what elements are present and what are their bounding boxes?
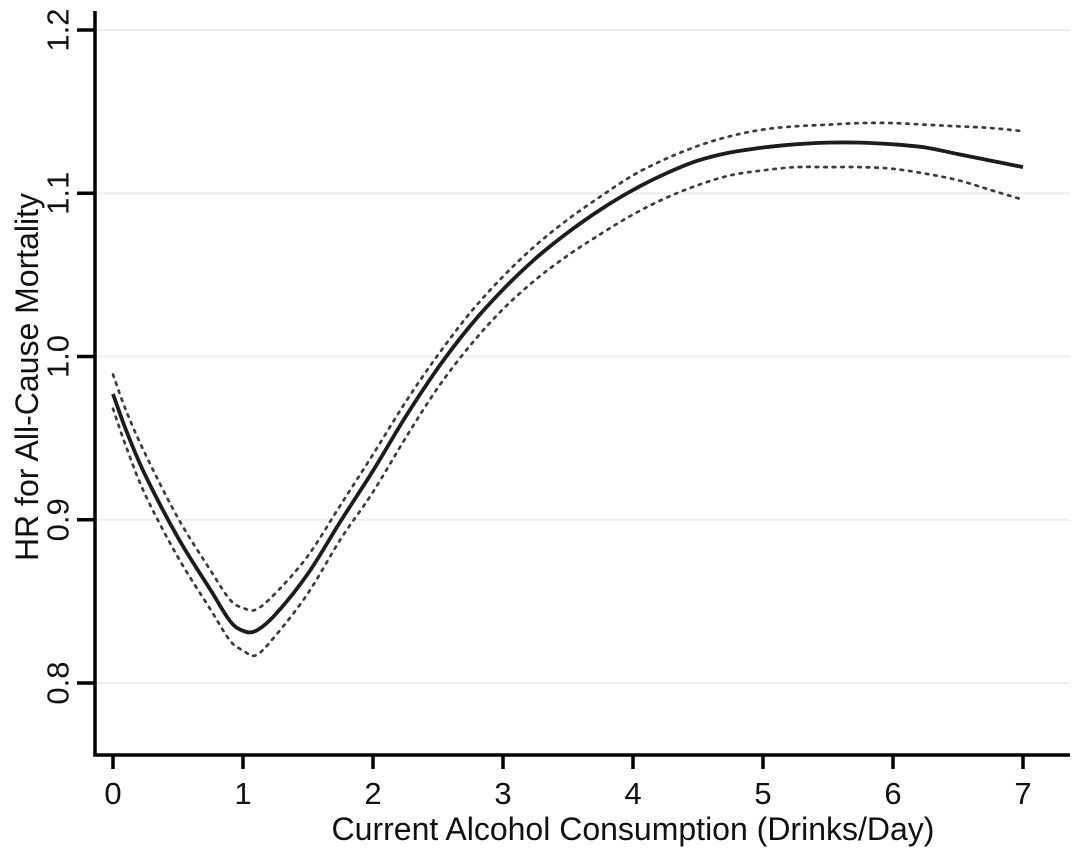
x-tick-label: 4	[624, 776, 641, 811]
x-tick-label: 3	[494, 776, 511, 811]
x-tick-label: 0	[104, 776, 121, 811]
y-tick-label: 1.2	[41, 8, 76, 51]
y-tick-label: 0.8	[41, 661, 76, 704]
y-axis-title: HR for All-Cause Mortality	[9, 193, 45, 561]
lower-95ci-line	[111, 165, 1025, 658]
y-tick-label: 0.9	[41, 498, 76, 541]
y-tick-label: 1.0	[41, 335, 76, 378]
y-tick-label: 1.1	[41, 172, 76, 215]
x-tick-label: 2	[364, 776, 381, 811]
hazard-ratio-point-estimate-line	[111, 140, 1024, 635]
data-series	[111, 121, 1025, 658]
x-axis-title: Current Alcohol Consumption (Drinks/Day)	[332, 811, 935, 847]
x-tick-label: 7	[1014, 776, 1031, 811]
x-tick-label: 6	[884, 776, 901, 811]
tick-labels: 0.8 0.9 1.0 1.1 1.2 0 1 2 3 4 5 6 7	[41, 8, 1032, 811]
upper-95ci-line	[111, 121, 1025, 612]
x-tick-label: 5	[754, 776, 771, 811]
x-tick-label: 1	[234, 776, 251, 811]
gridlines	[95, 29, 1070, 684]
axes	[77, 11, 1070, 769]
